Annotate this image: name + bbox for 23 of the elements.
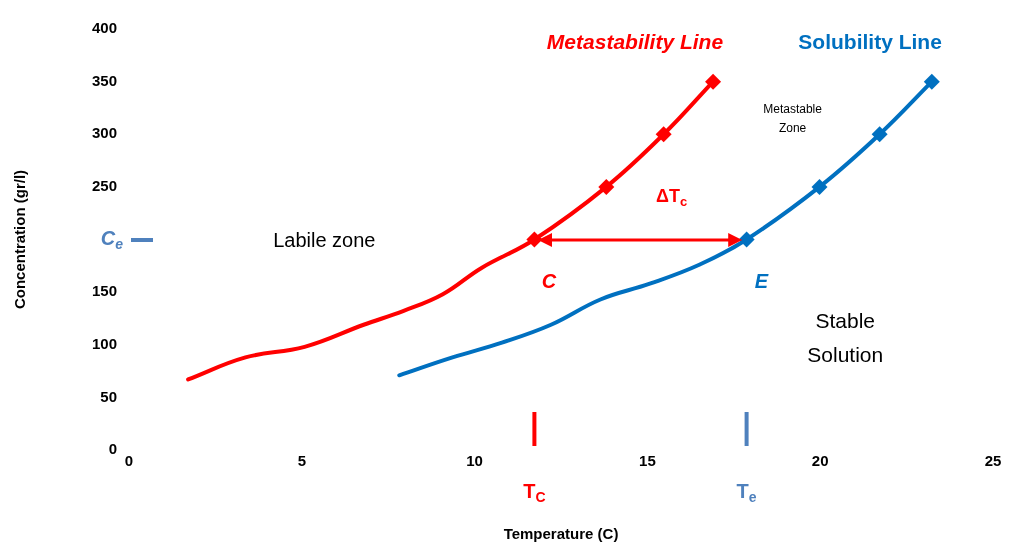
y-tick-label: 300	[92, 124, 118, 142]
annotation: Stable Solution	[807, 309, 884, 366]
x-tick-label: 25	[984, 452, 1002, 470]
annotation: C	[541, 269, 557, 292]
x-tick-label: 5	[297, 452, 306, 470]
y-tick-label: 400	[92, 19, 118, 37]
annotation: E	[754, 269, 769, 292]
x-tick-label: 0	[124, 452, 134, 470]
series-label: Metastability Line	[546, 30, 724, 54]
y-tick-label: 0	[108, 440, 118, 458]
x-tick-label: 15	[639, 452, 656, 470]
annotation: Metastable Zone	[763, 101, 823, 136]
y-tick-label: 150	[92, 282, 118, 300]
y-axis-title: Concentration (gr/l)	[11, 169, 29, 310]
series-label: Solubility Line	[798, 30, 942, 54]
y-tick-label: 100	[92, 334, 118, 352]
y-tick-label: 250	[92, 177, 118, 195]
y-tick-label: 50	[100, 387, 118, 405]
x-axis-title: Temperature (C)	[503, 525, 619, 543]
annotation: Labile zone	[273, 229, 376, 252]
x-tick-label: 20	[811, 452, 829, 470]
y-tick-label: 350	[92, 71, 118, 89]
x-tick-label: 10	[466, 452, 483, 470]
